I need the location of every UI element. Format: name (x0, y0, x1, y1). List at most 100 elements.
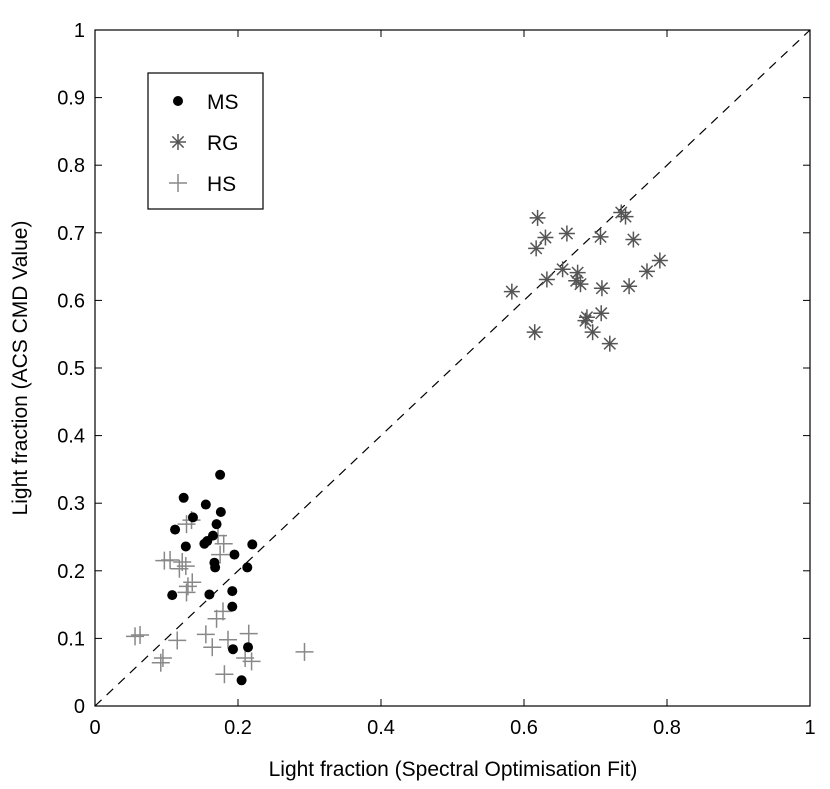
data-point-hs (295, 642, 314, 661)
dot-marker-shape (211, 519, 222, 530)
data-point-rg (538, 271, 555, 288)
asterisk-stroke (640, 265, 654, 278)
y-tick-label: 0.4 (57, 426, 85, 448)
legend-box (147, 72, 264, 210)
asterisk-stroke (594, 230, 607, 244)
asterisk-stroke (540, 273, 554, 286)
data-point-ms (170, 524, 181, 535)
dot-marker-shape (187, 512, 198, 523)
asterisk-stroke (619, 210, 632, 223)
dot-marker-shape (173, 96, 183, 106)
data-point-rg (572, 276, 589, 293)
data-point-ms (210, 562, 221, 573)
data-point-ms (236, 675, 247, 686)
data-point-ms (247, 539, 258, 550)
y-axis-title: Light fraction (ACS CMD Value) (9, 221, 32, 516)
data-point-hs (211, 545, 230, 564)
data-point-rg (503, 283, 520, 300)
x-tick-label: 0.4 (367, 717, 395, 739)
y-tick-label: 0.7 (57, 223, 85, 245)
y-tick-label: 0.1 (57, 628, 85, 650)
legend-marker-ms (173, 96, 183, 106)
data-point-hs (203, 638, 222, 657)
x-tick-label: 1 (804, 717, 815, 739)
legend-marker-hs (169, 174, 187, 192)
x-axis-title: Light fraction (Spectral Optimisation Fi… (269, 758, 638, 781)
data-point-hs (183, 573, 202, 592)
data-point-rg (528, 240, 545, 257)
dot-marker-shape (204, 589, 215, 600)
data-point-rg (617, 208, 634, 225)
data-point-hs (168, 631, 187, 650)
y-tick-label: 0.6 (57, 290, 85, 312)
asterisk-stroke (627, 233, 640, 246)
dot-marker-shape (227, 644, 238, 655)
asterisk-stroke (571, 266, 584, 279)
data-point-rg (625, 231, 642, 248)
data-point-rg (577, 312, 594, 329)
data-point-rg (638, 263, 655, 280)
dot-marker-shape (229, 549, 240, 560)
dot-marker-shape (227, 601, 238, 612)
data-point-rg (593, 305, 610, 322)
asterisk-stroke (556, 263, 569, 276)
asterisk-stroke (171, 135, 185, 149)
data-point-rg (526, 324, 543, 341)
dot-marker-shape (199, 538, 210, 549)
legend-label-hs: HS (207, 173, 236, 196)
points-layer (126, 204, 668, 686)
data-point-ms (215, 506, 226, 517)
data-point-hs (214, 534, 233, 553)
asterisk-stroke (528, 325, 541, 339)
dot-marker-shape (236, 675, 247, 686)
dot-marker-shape (170, 524, 181, 535)
dot-marker-shape (178, 492, 189, 503)
data-point-hs (239, 624, 258, 643)
dot-marker-shape (242, 562, 253, 573)
data-point-ms (227, 586, 238, 597)
data-point-rg (593, 280, 610, 297)
data-point-hs (170, 559, 189, 578)
data-point-ms (229, 549, 240, 560)
data-point-rg (601, 335, 618, 352)
legend: MS RG HS (147, 72, 264, 210)
asterisk-stroke (653, 254, 667, 267)
y-tick-label: 1 (74, 20, 85, 42)
data-point-hs (177, 583, 196, 602)
data-point-hs (173, 553, 192, 572)
data-point-ms (199, 538, 210, 549)
y-tick-label: 0 (74, 696, 85, 718)
data-point-hs (242, 652, 261, 671)
data-point-ms (200, 499, 211, 510)
asterisk-stroke (531, 211, 544, 225)
asterisk-stroke (603, 337, 616, 350)
data-point-ms (204, 589, 215, 600)
asterisk-stroke (505, 285, 519, 298)
data-point-rg (537, 229, 554, 246)
asterisk-stroke (574, 277, 587, 291)
x-tick-label: 0 (89, 717, 100, 739)
legend-marker-rg (170, 134, 186, 150)
data-point-rg (558, 225, 575, 242)
data-point-rg (651, 252, 668, 269)
dot-marker-shape (247, 539, 258, 550)
data-point-hs (131, 626, 150, 645)
x-tick-label: 0.2 (224, 717, 252, 739)
data-point-ms (215, 469, 226, 480)
dot-marker-shape (210, 562, 221, 573)
data-point-rg (621, 278, 638, 295)
data-point-ms (227, 601, 238, 612)
asterisk-stroke (622, 280, 636, 293)
dot-marker-shape (180, 541, 191, 552)
data-point-hs (151, 653, 170, 672)
ticks-layer: 0 0.2 0.4 0.6 0.8 1 0 0.1 0.2 0.3 0.4 0.5 0.6 0.7 0.8 0… (57, 20, 815, 739)
data-point-hs (218, 630, 237, 649)
data-point-ms (243, 642, 254, 653)
y-tick-label: 0.2 (57, 561, 85, 583)
asterisk-stroke (560, 227, 574, 240)
asterisk-stroke (586, 325, 599, 339)
data-point-hs (153, 649, 172, 668)
data-point-rg (569, 264, 586, 281)
data-point-rg (592, 228, 609, 245)
data-point-rg (554, 261, 571, 278)
